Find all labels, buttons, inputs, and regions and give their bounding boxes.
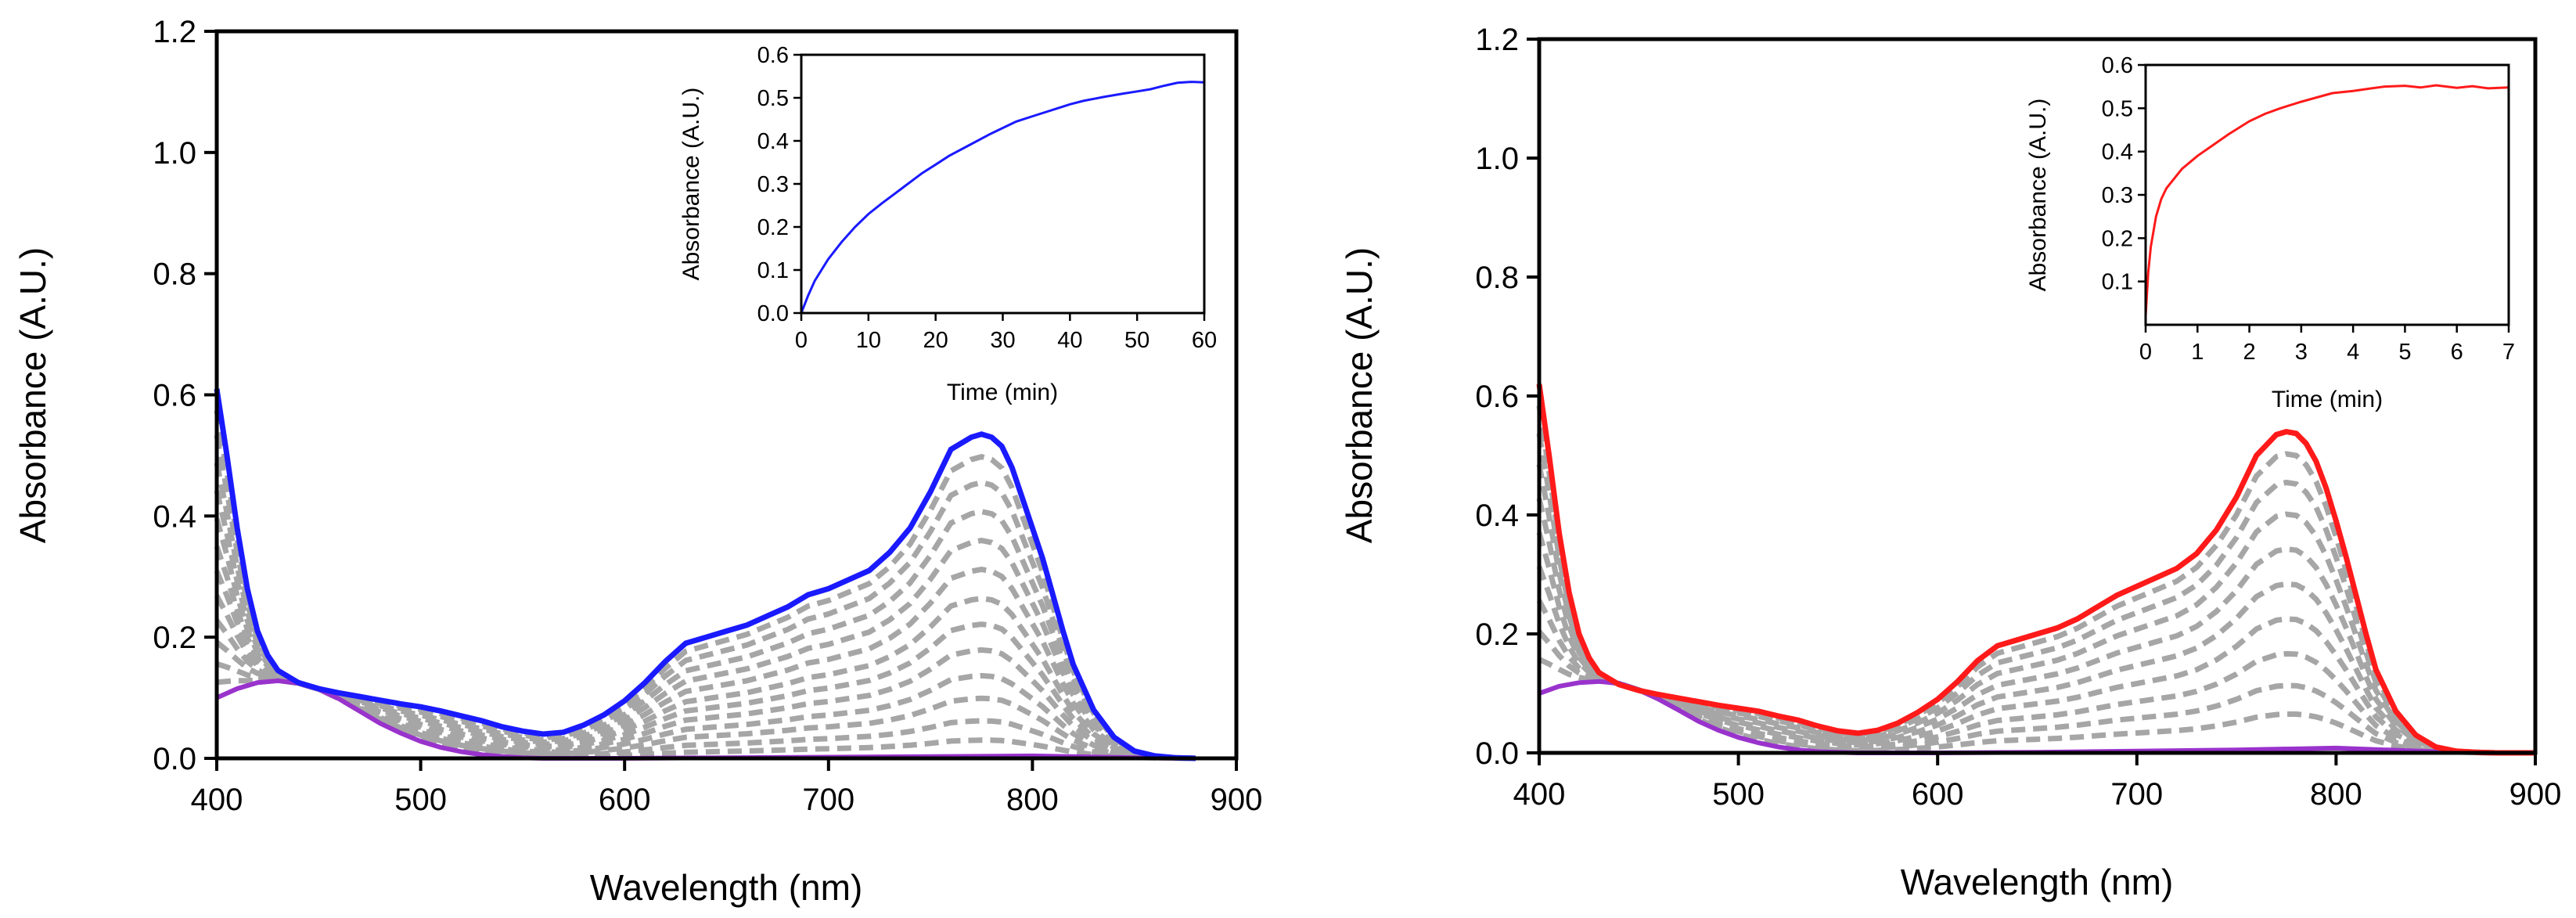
right-x-tick-label: 600 bbox=[1912, 777, 1964, 812]
right-intermediate-spectrum-6 bbox=[1536, 565, 2535, 756]
left-x-ticks: 400 500 600 700 800 900 bbox=[191, 758, 1263, 817]
left-x-tick-label: 800 bbox=[1006, 783, 1059, 817]
left-inset-y-tick-label: 0.4 bbox=[757, 129, 789, 154]
left-y-tick-label: 1.0 bbox=[153, 136, 196, 171]
right-inset-y-tick-label: 0.3 bbox=[2102, 183, 2133, 208]
right-inset-y-tick-label: 0.2 bbox=[2102, 226, 2133, 251]
left-inset-frame bbox=[800, 53, 1206, 315]
left-x-tick-label: 600 bbox=[599, 783, 651, 817]
left-y-tick-label: 0.8 bbox=[153, 257, 196, 292]
left-inset-x-axis-label: Time (min) bbox=[947, 380, 1058, 405]
left-inset-x-ticks: 0 10 20 30 40 50 60 bbox=[795, 313, 1217, 353]
left-inset-y-ticks: 0.0 0.1 0.2 0.3 0.4 0.5 0.6 bbox=[757, 43, 801, 326]
left-inset-x-tick-label: 0 bbox=[795, 328, 808, 353]
left-spectra-lines bbox=[214, 388, 1196, 761]
right-inset-y-tick-label: 0.4 bbox=[2102, 140, 2133, 165]
left-inset-x-tick-label: 40 bbox=[1057, 328, 1082, 353]
right-y-tick-label: 1.0 bbox=[1475, 142, 1519, 176]
left-y-axis-label: Absorbance (A.U.) bbox=[13, 247, 53, 543]
right-inset-y-tick-label: 0.5 bbox=[2102, 96, 2133, 121]
left-x-tick-label: 900 bbox=[1211, 783, 1263, 817]
right-inset-x-tick-label: 6 bbox=[2451, 340, 2463, 365]
left-inset-y-tick-label: 0.5 bbox=[757, 86, 789, 111]
right-x-tick-label: 700 bbox=[2110, 777, 2163, 812]
left-y-tick-label: 1.2 bbox=[153, 15, 196, 49]
right-y-tick-label: 0.6 bbox=[1475, 380, 1519, 414]
right-y-tick-label: 0.0 bbox=[1475, 736, 1519, 771]
left-inset-x-tick-label: 20 bbox=[923, 328, 948, 353]
right-y-tick-label: 0.8 bbox=[1475, 261, 1519, 295]
right-spectra-lines bbox=[1536, 383, 2535, 756]
right-spectrum-chart: 0.0 0.2 0.4 0.6 0.8 1.0 1.2 400 500 600 700 800 900… bbox=[1339, 23, 2561, 902]
right-inset-x-tick-label: 1 bbox=[2191, 340, 2204, 365]
left-kinetics-trace bbox=[800, 81, 1205, 314]
right-inset-y-tick-label: 0.6 bbox=[2102, 53, 2133, 78]
left-x-tick-label: 700 bbox=[802, 783, 854, 817]
right-y-tick-label: 0.2 bbox=[1475, 617, 1519, 652]
left-inset-y-tick-label: 0.6 bbox=[757, 43, 789, 68]
right-inset-y-tick-label: 0.1 bbox=[2102, 270, 2133, 295]
right-x-tick-label: 400 bbox=[1513, 777, 1566, 812]
left-y-tick-label: 0.4 bbox=[153, 499, 196, 534]
right-y-axis-label: Absorbance (A.U.) bbox=[1339, 247, 1380, 543]
left-inset-x-tick-label: 50 bbox=[1124, 328, 1149, 353]
left-inset-x-tick-label: 10 bbox=[856, 328, 881, 353]
right-inset-x-tick-label: 5 bbox=[2398, 340, 2411, 365]
left-inset-y-tick-label: 0.1 bbox=[757, 258, 789, 283]
left-inset-y-tick-label: 0.3 bbox=[757, 172, 789, 197]
right-inset-line bbox=[2144, 84, 2509, 316]
left-y-tick-label: 0.0 bbox=[153, 742, 196, 776]
right-kinetics-trace bbox=[2144, 84, 2509, 316]
left-inset-y-tick-label: 0.0 bbox=[757, 301, 789, 326]
left-y-tick-label: 0.2 bbox=[153, 621, 196, 655]
right-inset-x-tick-label: 3 bbox=[2295, 340, 2308, 365]
left-inset-line bbox=[800, 81, 1205, 314]
right-y-ticks: 0.0 0.2 0.4 0.6 0.8 1.0 1.2 bbox=[1475, 23, 1539, 771]
right-inset-frame bbox=[2144, 63, 2510, 326]
right-final-spectrum-line bbox=[1536, 383, 2535, 756]
right-inset-y-axis-label: Absorbance (A.U.) bbox=[2025, 99, 2051, 292]
left-x-tick-label: 400 bbox=[191, 783, 243, 817]
left-y-tick-label: 0.6 bbox=[153, 379, 196, 413]
left-inset-y-tick-label: 0.2 bbox=[757, 215, 789, 240]
right-y-tick-label: 1.2 bbox=[1475, 23, 1519, 57]
right-inset-x-tick-label: 7 bbox=[2502, 340, 2515, 365]
right-intermediate-spectrum-5 bbox=[1536, 531, 2535, 756]
right-x-axis-label: Wavelength (nm) bbox=[1901, 862, 2174, 902]
right-inset-y-ticks: 0.1 0.2 0.3 0.4 0.5 0.6 bbox=[2102, 53, 2146, 295]
left-y-ticks: 0.0 0.2 0.4 0.6 0.8 1.0 1.2 bbox=[153, 15, 217, 776]
right-inset-x-axis-label: Time (min) bbox=[2272, 387, 2383, 412]
left-x-axis-label: Wavelength (nm) bbox=[590, 867, 863, 908]
right-x-tick-label: 800 bbox=[2310, 777, 2362, 812]
right-x-ticks: 400 500 600 700 800 900 bbox=[1513, 753, 2562, 812]
left-x-tick-label: 500 bbox=[394, 783, 447, 817]
right-inset-x-tick-label: 2 bbox=[2243, 340, 2256, 365]
left-inset-x-tick-label: 30 bbox=[990, 328, 1015, 353]
right-inset-x-tick-label: 0 bbox=[2139, 340, 2152, 365]
left-final-spectrum-line bbox=[214, 388, 1196, 761]
left-inset-y-axis-label: Absorbance (A.U.) bbox=[678, 88, 704, 281]
right-y-tick-label: 0.4 bbox=[1475, 499, 1519, 533]
right-x-tick-label: 500 bbox=[1712, 777, 1765, 812]
right-inset-x-tick-label: 4 bbox=[2347, 340, 2359, 365]
right-inset-x-ticks: 0 1 2 3 4 5 6 7 bbox=[2139, 325, 2515, 365]
right-x-tick-label: 900 bbox=[2509, 777, 2562, 812]
left-intermediate-spectrum-6 bbox=[214, 545, 1196, 761]
left-inset-chart: 0.0 0.1 0.2 0.3 0.4 0.5 0.6 0 10 20 30 40 50 60 Time… bbox=[678, 43, 1217, 405]
left-inset-x-tick-label: 60 bbox=[1192, 328, 1217, 353]
left-spectrum-chart: 0.00.20.40.60.81.01.2 400 500 600 700 800 900… bbox=[13, 15, 1262, 908]
right-inset-chart: 0.1 0.2 0.3 0.4 0.5 0.6 0 1 2 3 4 5 6 7 Time (min) A… bbox=[2025, 53, 2515, 412]
